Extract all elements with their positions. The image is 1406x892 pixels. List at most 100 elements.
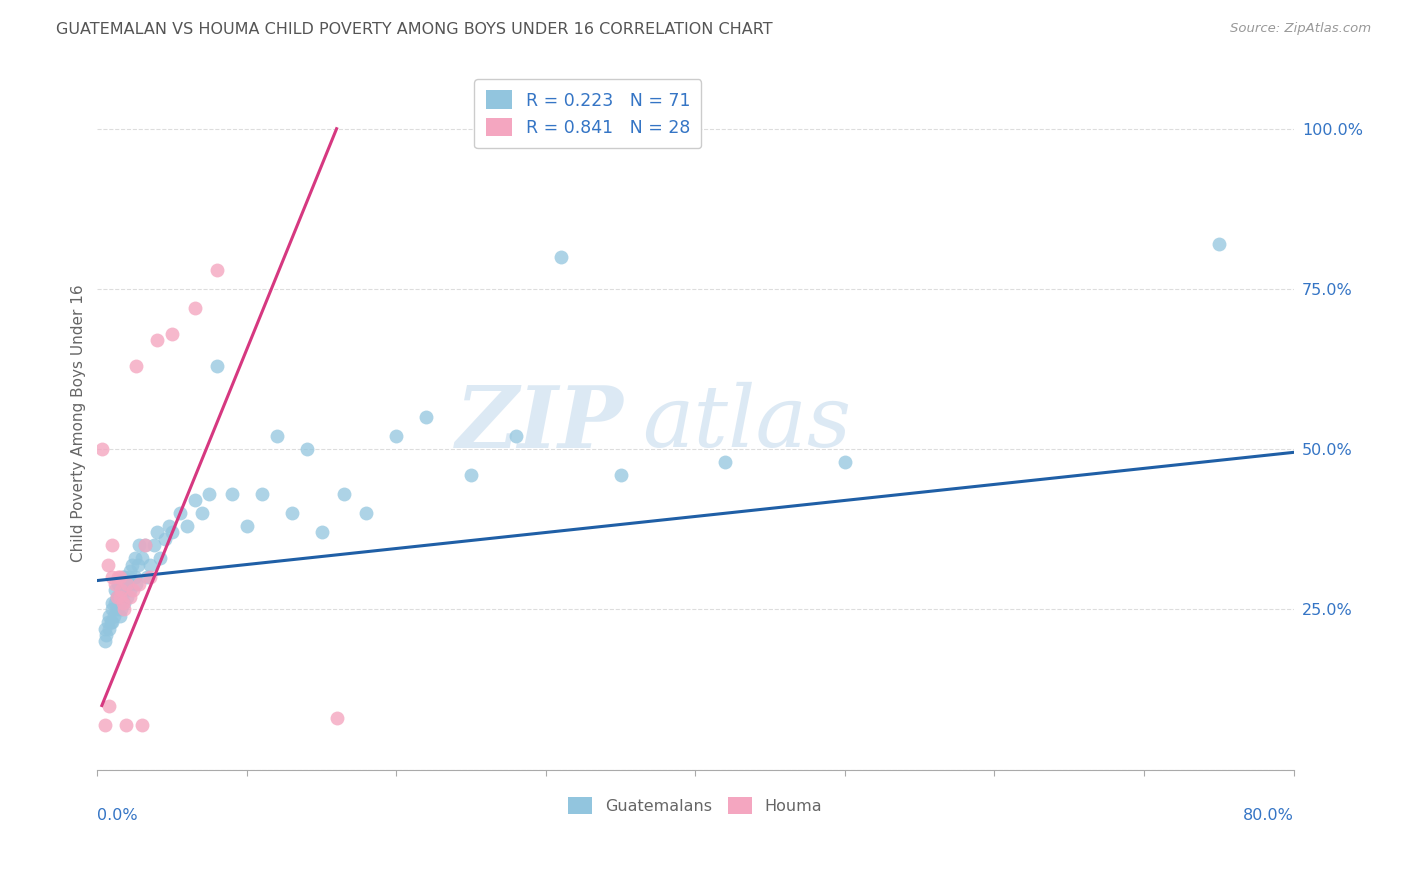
Point xyxy=(105,590,128,604)
Point xyxy=(112,602,135,616)
Point xyxy=(117,576,139,591)
Point xyxy=(110,602,132,616)
Point xyxy=(124,551,146,566)
Point xyxy=(124,570,146,584)
Point xyxy=(117,576,139,591)
Text: 0.0%: 0.0% xyxy=(97,808,138,823)
Point xyxy=(415,410,437,425)
Point xyxy=(108,608,131,623)
Point xyxy=(191,506,214,520)
Point xyxy=(122,583,145,598)
Point xyxy=(110,590,132,604)
Point xyxy=(1208,237,1230,252)
Point xyxy=(107,576,129,591)
Point xyxy=(128,538,150,552)
Point xyxy=(356,506,378,520)
Point xyxy=(143,538,166,552)
Point xyxy=(101,615,124,630)
Point xyxy=(97,558,120,572)
Point xyxy=(105,590,128,604)
Point xyxy=(385,429,408,443)
Y-axis label: Child Poverty Among Boys Under 16: Child Poverty Among Boys Under 16 xyxy=(72,285,86,562)
Point xyxy=(94,634,117,648)
Point xyxy=(118,570,141,584)
Point xyxy=(295,442,318,457)
Point xyxy=(125,359,148,373)
Point xyxy=(146,333,169,347)
Point xyxy=(146,525,169,540)
Point xyxy=(198,487,221,501)
Point xyxy=(96,628,118,642)
Point xyxy=(160,326,183,341)
Point xyxy=(311,525,333,540)
Point xyxy=(169,506,191,520)
Point xyxy=(609,467,631,482)
Point xyxy=(108,570,131,584)
Point xyxy=(120,564,142,578)
Point xyxy=(138,570,160,584)
Point xyxy=(160,525,183,540)
Point xyxy=(97,615,120,630)
Point xyxy=(236,519,259,533)
Point xyxy=(121,558,143,572)
Point xyxy=(125,576,148,591)
Point xyxy=(834,455,856,469)
Point xyxy=(250,487,273,501)
Point xyxy=(104,576,127,591)
Point xyxy=(149,551,172,566)
Point xyxy=(104,583,127,598)
Point xyxy=(94,717,117,731)
Point xyxy=(98,698,121,713)
Point xyxy=(460,467,482,482)
Legend: Guatemalans, Houma: Guatemalans, Houma xyxy=(562,790,830,821)
Point xyxy=(134,538,156,552)
Point xyxy=(120,590,142,604)
Point xyxy=(107,590,129,604)
Point xyxy=(110,583,132,598)
Point xyxy=(714,455,737,469)
Point xyxy=(107,570,129,584)
Point xyxy=(114,583,136,598)
Point xyxy=(100,615,122,630)
Point xyxy=(205,262,228,277)
Text: GUATEMALAN VS HOUMA CHILD POVERTY AMONG BOYS UNDER 16 CORRELATION CHART: GUATEMALAN VS HOUMA CHILD POVERTY AMONG … xyxy=(56,22,773,37)
Text: ZIP: ZIP xyxy=(456,382,624,466)
Point xyxy=(131,551,153,566)
Point xyxy=(111,570,134,584)
Point xyxy=(104,596,127,610)
Point xyxy=(221,487,243,501)
Point xyxy=(134,538,156,552)
Text: 80.0%: 80.0% xyxy=(1243,808,1294,823)
Point xyxy=(505,429,527,443)
Point xyxy=(114,717,136,731)
Point xyxy=(153,532,176,546)
Point xyxy=(111,596,134,610)
Point xyxy=(94,622,117,636)
Point xyxy=(90,442,112,457)
Point xyxy=(120,583,142,598)
Point xyxy=(98,622,121,636)
Point xyxy=(205,359,228,373)
Point xyxy=(98,608,121,623)
Point xyxy=(108,590,131,604)
Point xyxy=(280,506,302,520)
Point xyxy=(108,596,131,610)
Point xyxy=(157,519,180,533)
Text: Source: ZipAtlas.com: Source: ZipAtlas.com xyxy=(1230,22,1371,36)
Point xyxy=(103,608,125,623)
Point xyxy=(101,570,124,584)
Point xyxy=(101,596,124,610)
Point xyxy=(101,538,124,552)
Point xyxy=(105,602,128,616)
Point xyxy=(333,487,356,501)
Point xyxy=(325,711,347,725)
Point xyxy=(127,558,149,572)
Point xyxy=(131,717,153,731)
Text: atlas: atlas xyxy=(641,382,851,465)
Point xyxy=(128,576,150,591)
Point xyxy=(550,250,572,264)
Point xyxy=(112,570,135,584)
Point xyxy=(183,301,205,315)
Point xyxy=(138,558,160,572)
Point xyxy=(112,596,135,610)
